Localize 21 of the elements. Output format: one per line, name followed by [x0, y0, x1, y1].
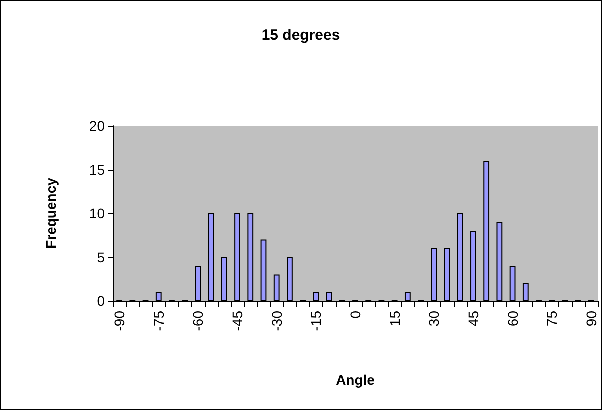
y-axis-title: Frequency [43, 178, 59, 249]
x-tick-label: 45 [465, 310, 482, 327]
x-axis-title: Angle [336, 372, 376, 388]
y-tick-label: 0 [97, 293, 106, 309]
x-tick-label: 90 [583, 310, 600, 327]
x-tick-label: 30 [426, 310, 442, 327]
x-tick-label: 0 [348, 310, 364, 319]
y-tick-label: 5 [97, 249, 106, 266]
x-tick-label: -90 [112, 310, 128, 332]
x-tick-label: 75 [544, 310, 560, 327]
y-tick-label: 15 [89, 162, 106, 178]
x-tick-label: -75 [150, 310, 167, 332]
x-tick-label: -60 [190, 310, 206, 332]
chart-title: 15 degrees [262, 27, 340, 44]
x-tick-label: 15 [386, 310, 403, 327]
x-tick-label: -45 [230, 310, 246, 332]
y-tick-label: 20 [89, 118, 106, 134]
y-tick-label: 10 [89, 206, 106, 222]
x-tick-label: 60 [504, 310, 521, 327]
x-tick-label: -30 [268, 310, 285, 332]
x-tick-label: -15 [308, 310, 324, 332]
